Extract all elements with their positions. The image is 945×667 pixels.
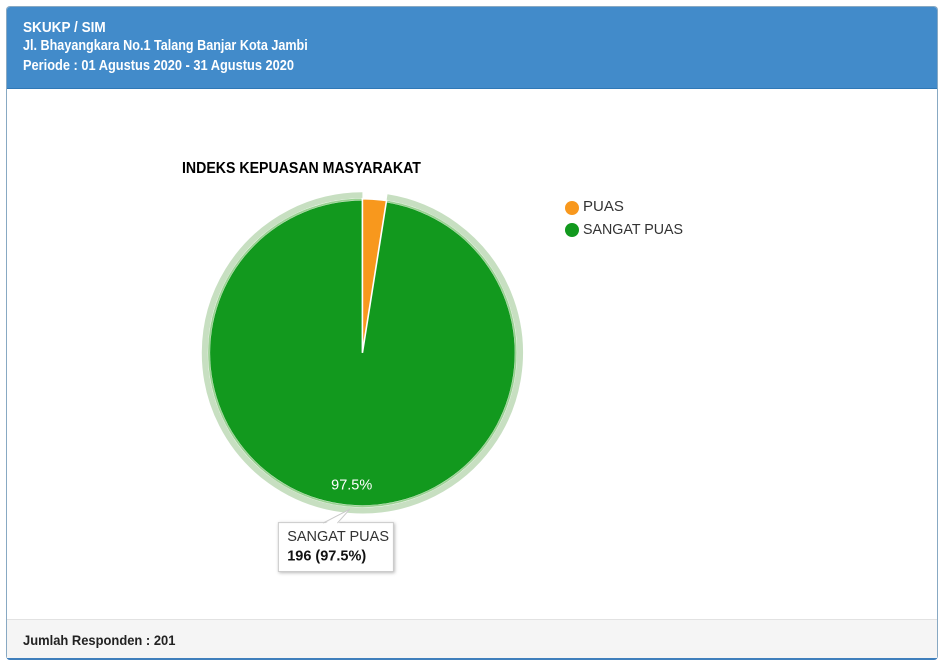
svg-text:196 (97.5%): 196 (97.5%) [287, 548, 366, 564]
svg-text:97.5%: 97.5% [331, 477, 372, 493]
svg-text:SANGAT PUAS: SANGAT PUAS [287, 529, 389, 545]
